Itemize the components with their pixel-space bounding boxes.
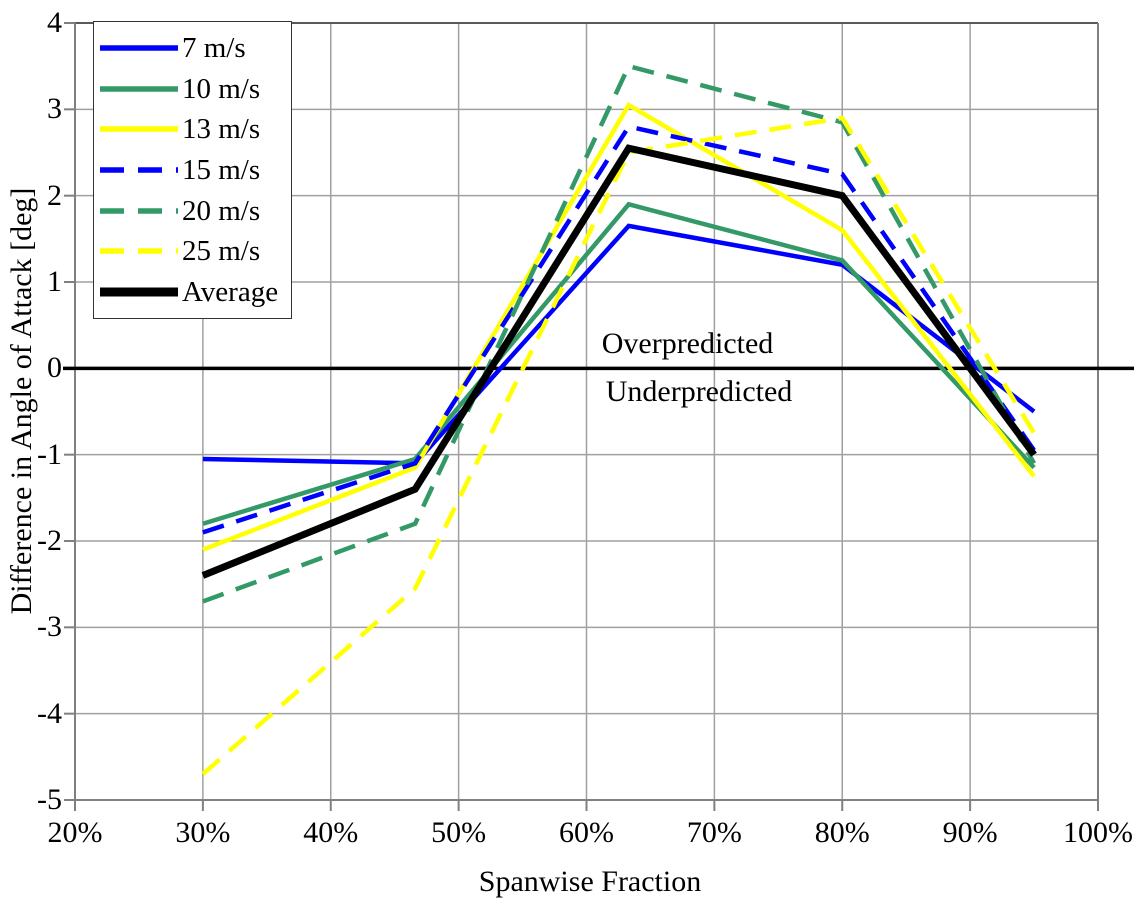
legend-label: Average	[182, 275, 279, 308]
legend-item: Average	[100, 272, 291, 312]
series-line-13-m-s	[202, 101, 1036, 552]
legend-line-sample	[100, 207, 178, 214]
y-tick-label: -1	[37, 437, 62, 471]
legend-item: 20 m/s	[100, 191, 291, 231]
legend-line-sample	[100, 86, 178, 92]
x-tick-label: 90%	[942, 816, 998, 849]
legend-item: 25 m/s	[100, 231, 291, 271]
legend-label: 7 m/s	[182, 32, 246, 65]
series-line-20-m-s	[202, 63, 1037, 604]
legend-label: 25 m/s	[182, 235, 261, 268]
series-line-10-m-s	[202, 201, 1036, 526]
y-tick-label: -5	[37, 783, 62, 816]
x-tick-label: 30%	[175, 816, 231, 849]
y-tick-label: 4	[47, 6, 62, 39]
legend-line-sample	[100, 287, 178, 297]
legend-line-sample	[100, 248, 178, 254]
legend-item: 7 m/s	[100, 28, 291, 68]
legend-label: 10 m/s	[182, 72, 261, 105]
legend-label: 13 m/s	[182, 113, 261, 146]
x-tick-label: 100%	[1063, 816, 1133, 849]
y-tick-label: 3	[47, 92, 62, 126]
y-tick-label: 0	[47, 351, 62, 385]
x-axis-title: Spanwise Fraction	[478, 865, 702, 898]
y-axis-title: Difference in Angle of Attack [deg]	[5, 187, 38, 615]
legend-line-sample	[100, 167, 178, 173]
y-tick-label: -2	[37, 524, 62, 557]
y-tick-label: -4	[37, 696, 62, 730]
y-tick-label: 1	[47, 265, 62, 298]
series-line-15-m-s	[202, 124, 1036, 535]
y-tick-label: -3	[37, 610, 62, 644]
legend-line-sample	[100, 45, 178, 52]
x-tick-label: 20%	[47, 816, 103, 849]
legend-line-sample	[100, 126, 178, 133]
x-tick-label: 50%	[431, 816, 487, 849]
x-tick-label: 40%	[303, 816, 359, 849]
x-tick-label: 70%	[686, 816, 742, 849]
legend-item: 10 m/s	[100, 69, 291, 109]
legend-item: 13 m/s	[100, 109, 291, 149]
x-tick-label: 80%	[814, 816, 870, 849]
series-line-25-m-s	[201, 115, 1036, 776]
legend-label: 20 m/s	[182, 194, 261, 227]
legend-label: 15 m/s	[182, 153, 261, 186]
annotation-overpredicted: Overpredicted	[601, 327, 774, 361]
legend-item: 15 m/s	[100, 150, 291, 190]
series-line-average	[201, 144, 1037, 579]
legend: 7 m/s 10 m/s 13 m/s 15 m/s 20 m/s 25 m/s Avera…	[93, 21, 292, 319]
x-tick-label: 60%	[559, 816, 614, 849]
y-tick-label: 2	[47, 178, 62, 212]
annotation-underpredicted: Underpredicted	[605, 374, 793, 408]
